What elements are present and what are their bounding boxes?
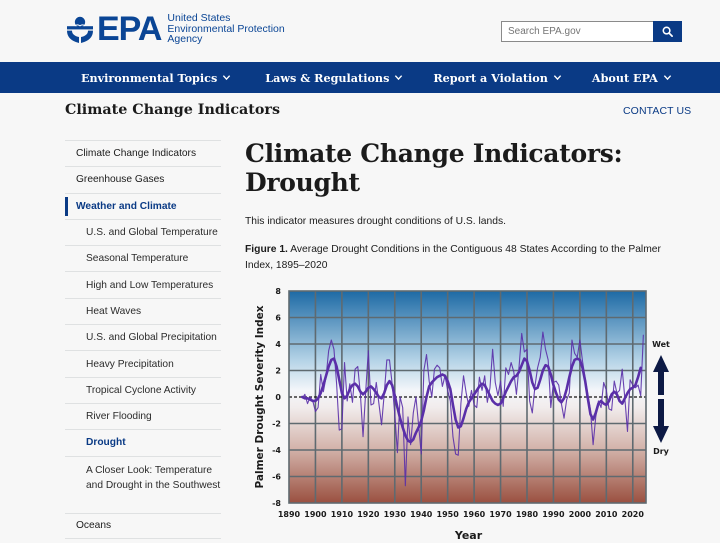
contact-us-link[interactable]: CONTACT US: [623, 105, 692, 117]
magnifier-icon: [662, 26, 674, 37]
chevron-down-icon: [553, 75, 562, 81]
sidebar-item-label: Drought: [86, 437, 126, 449]
sidebar-item-label: Heat Waves: [86, 305, 142, 317]
sidebar-item-label: Greenhouse Gases: [76, 174, 165, 186]
sidebar-item-heat-waves[interactable]: Heat Waves: [65, 297, 221, 324]
series-line-average: [300, 357, 643, 444]
intro-text: This indicator measures drought conditio…: [245, 216, 506, 227]
nav-label: Environmental Topics: [81, 70, 218, 85]
wet-dry-arrows: [653, 355, 669, 443]
figure-label: Figure 1.: [245, 244, 288, 255]
sidebar-item-label: Weather and Climate: [76, 200, 177, 212]
arrow-down-icon: [653, 399, 669, 443]
main-nav: Environmental Topics Laws & Regulations …: [0, 62, 720, 93]
sidebar-item-tropical-cyclone-activity[interactable]: Tropical Cyclone Activity: [65, 376, 221, 403]
sidebar-item-drought[interactable]: Drought: [65, 429, 221, 455]
logo-wordmark: EPA: [97, 10, 162, 48]
sidebar-item-high-low-temperatures[interactable]: High and Low Temperatures: [65, 271, 221, 297]
sidebar-item-seasonal-temperature[interactable]: Seasonal Temperature: [65, 245, 221, 271]
x-tick-label: 1940: [410, 510, 433, 519]
x-tick-label: 1930: [384, 510, 407, 519]
sidebar-item-river-flooding[interactable]: River Flooding: [65, 402, 221, 429]
chevron-down-icon: [395, 75, 403, 81]
section-title[interactable]: Climate Change Indicators: [65, 102, 281, 118]
x-axis-label: Year: [454, 529, 483, 542]
dry-annotation: Dry: [653, 447, 670, 456]
sidebar-item-climate-change-indicators[interactable]: Climate Change Indicators: [65, 140, 221, 166]
x-tick-label: 1960: [463, 510, 486, 519]
sidebar-item-us-global-precipitation[interactable]: U.S. and Global Precipitation: [65, 324, 221, 350]
y-tick-label: 6: [275, 314, 281, 323]
x-tick-label: 2000: [569, 510, 592, 519]
figure-caption-text: Average Drought Conditions in the Contig…: [245, 244, 661, 271]
agency-name-line: United States: [167, 12, 231, 25]
sidebar-item-label: U.S. and Global Temperature: [86, 227, 218, 239]
y-axis-label: Palmer Drought Severity Index: [254, 305, 266, 488]
sidebar-item-oceans[interactable]: Oceans: [65, 512, 221, 539]
x-tick-label: 1970: [489, 510, 512, 519]
y-tick-label: 0: [275, 393, 281, 402]
sidebar-item-label: Tropical Cyclone Activity: [86, 384, 197, 396]
x-tick-label: 1950: [437, 510, 460, 519]
plot-frame: [288, 290, 647, 504]
sidebar-item-label: U.S. and Global Precipitation: [86, 332, 217, 344]
arrow-up-icon: [653, 355, 669, 395]
epa-logo[interactable]: EPA United States Environmental Protecti…: [64, 10, 285, 48]
page-title: Climate Change Indicators: Drought: [245, 139, 623, 197]
y-tick-label: -6: [272, 473, 281, 482]
y-tick-label: -2: [272, 420, 281, 429]
x-tick-label: 1990: [542, 510, 565, 519]
nav-label: Laws & Regulations: [265, 70, 390, 85]
sidebar-item-label: Oceans: [76, 520, 112, 532]
y-tick-label: 2: [275, 367, 281, 376]
sidebar-item-label: High and Low Temperatures: [86, 279, 214, 291]
sidebar-item-label: River Flooding: [86, 411, 152, 423]
agency-name: United States Environmental Protection A…: [167, 13, 284, 45]
x-tick-label: 2010: [595, 510, 618, 519]
search-button[interactable]: [653, 21, 682, 42]
sidebar-item-heavy-precipitation[interactable]: Heavy Precipitation: [65, 350, 221, 376]
agency-name-line: Agency: [167, 33, 203, 46]
sidebar-item-us-global-temperature[interactable]: U.S. and Global Temperature: [65, 218, 221, 245]
y-tick-label: -8: [272, 499, 281, 508]
y-tick-label: 8: [275, 287, 281, 296]
chevron-down-icon: [663, 75, 672, 81]
nav-label: About EPA: [591, 70, 658, 85]
sidebar-item-weather-and-climate[interactable]: Weather and Climate: [65, 192, 221, 219]
sidebar-item-label: A Closer Look: Temperature and Drought i…: [86, 464, 221, 492]
x-tick-label: 1890: [278, 510, 301, 519]
x-tick-label: 1920: [357, 510, 380, 519]
x-tick-label: 1980: [516, 510, 539, 519]
sidebar-item-greenhouse-gases[interactable]: Greenhouse Gases: [65, 166, 221, 192]
figure-caption: Figure 1. Average Drought Conditions in …: [245, 242, 665, 274]
y-tick-label: 4: [275, 340, 281, 349]
x-tick-label: 1900: [304, 510, 327, 519]
search-input[interactable]: [501, 21, 654, 42]
y-tick-label: -4: [272, 446, 281, 455]
x-tick-label: 2020: [622, 510, 645, 519]
nav-environmental-topics[interactable]: Environmental Topics: [81, 71, 231, 85]
nav-label: Report a Violation: [433, 70, 548, 85]
nav-laws-regulations[interactable]: Laws & Regulations: [265, 71, 403, 85]
x-tick-labels: 1890 1900 1910 1920 1930 1940 1950 1960 1970 1980…: [278, 510, 644, 519]
sidebar-item-label: Heavy Precipitation: [86, 358, 174, 370]
drought-chart: -8 -6 -4 -2 0 2 4 6 8 1890 1900 1910 1920 1930 1940 19…: [250, 282, 680, 543]
sidebar-item-label: Climate Change Indicators: [76, 148, 197, 160]
sidebar-item-closer-look-southwest[interactable]: A Closer Look: Temperature and Drought i…: [65, 455, 221, 513]
epa-flower-icon: [67, 16, 93, 43]
search-form: [501, 21, 682, 42]
nav-report-violation[interactable]: Report a Violation: [433, 71, 562, 85]
site-header: EPA United States Environmental Protecti…: [0, 0, 720, 62]
sidebar-nav: Climate Change Indicators Greenhouse Gas…: [65, 140, 221, 539]
nav-about-epa[interactable]: About EPA: [592, 71, 672, 85]
sidebar-item-label: Seasonal Temperature: [86, 253, 189, 265]
chevron-down-icon: [223, 75, 231, 81]
agency-name-line: Environmental Protection: [167, 22, 285, 35]
y-tick-labels: -8 -6 -4 -2 0 2 4 6 8: [272, 287, 281, 508]
drought-chart-svg: -8 -6 -4 -2 0 2 4 6 8 1890 1900 1910 1920 1930 1940 19…: [254, 287, 670, 542]
x-tick-label: 1910: [331, 510, 354, 519]
wet-annotation: Wet: [652, 340, 670, 349]
